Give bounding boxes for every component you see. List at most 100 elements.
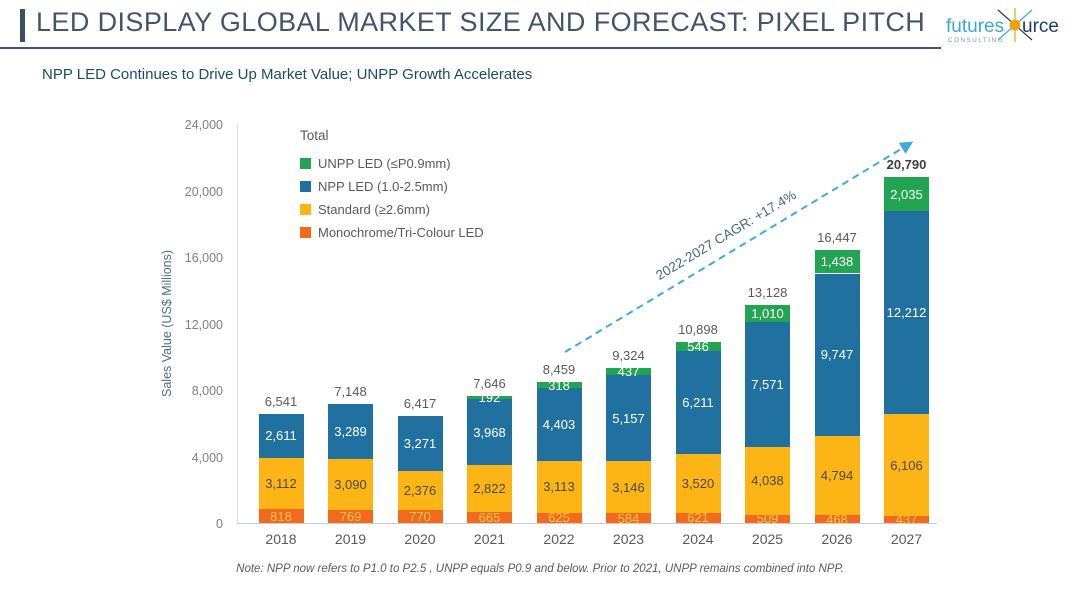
- bar-segment: 2,822: [467, 465, 512, 512]
- legend-swatch-standard: [300, 204, 311, 215]
- bar-segment: 7,571: [745, 321, 790, 448]
- bar-segment-value: 318: [548, 377, 570, 393]
- bar-segment: 3,146: [606, 461, 651, 514]
- bar-segment-value: 4,794: [820, 467, 854, 483]
- bar-segment: 6,211: [675, 350, 721, 455]
- x-axis-year-label: 2026: [821, 531, 853, 547]
- bar-segment: 9,747: [814, 273, 860, 436]
- bar-total-label: 10,898: [678, 321, 718, 337]
- bar-segment-value: 818: [270, 508, 292, 524]
- bar-segment: 3,090: [328, 458, 373, 511]
- legend-label-monochrome: Monochrome/Tri-Colour LED: [318, 225, 484, 240]
- y-axis-line: [237, 124, 238, 523]
- logo-sunburst-icon: [997, 8, 1033, 42]
- y-axis-tick-label: 20,000: [184, 184, 223, 199]
- bar-segment-value: 2,611: [265, 428, 297, 444]
- bar-segment-value: 9,747: [820, 347, 854, 363]
- legend-label-npp: NPP LED (1.0-2.5mm): [318, 179, 448, 194]
- x-axis-year-label: 2021: [473, 531, 506, 547]
- y-axis-tick-label: 4,000: [191, 450, 223, 465]
- bar-segment: 2,035: [884, 177, 929, 212]
- x-axis-labels: 2018 2019 2020 2021 2022 2023 2024 2025 2026 2027: [237, 531, 937, 551]
- legend-swatch-monochrome: [300, 227, 311, 238]
- x-axis-year-label: 2018: [265, 531, 297, 547]
- bar-total-label: 7,148: [334, 384, 367, 400]
- bar-segment-value: 192: [478, 389, 501, 405]
- bar-segment: 2,611: [258, 414, 304, 458]
- y-axis-tick-label: 8,000: [191, 384, 223, 398]
- bar-segment-value: 3,112: [265, 476, 297, 492]
- x-axis-line: [237, 523, 937, 524]
- logo-word-start: futures: [946, 16, 1004, 37]
- bar-segment: 770: [397, 509, 443, 525]
- bar-segment: 4,403: [536, 387, 582, 461]
- bar-segment-value: 1,010: [751, 305, 784, 321]
- bar-segment-value: 546: [687, 338, 709, 354]
- page-title: LED DISPLAY GLOBAL MARKET SIZE AND FOREC…: [36, 7, 926, 37]
- y-axis-ticks: 0 4,000 8,000 12,000 16,000 20,000 24,000: [165, 118, 229, 531]
- bar-segment-value: 5,157: [612, 410, 645, 426]
- legend-title: Total: [300, 128, 329, 143]
- y-axis-tick-label: 24,000: [184, 118, 223, 132]
- x-axis-year-label: 2023: [612, 531, 645, 547]
- bar-segment: 3,520: [675, 454, 721, 513]
- bar-segment-value: 4,403: [542, 416, 576, 432]
- page-subtitle: NPP LED Continues to Drive Up Market Val…: [42, 66, 533, 83]
- bar-segment-value: 6,106: [890, 457, 923, 473]
- bar-total-label: 16,447: [817, 229, 857, 245]
- bar-segment-value: 437: [617, 364, 640, 380]
- title-underline: [0, 47, 941, 49]
- y-axis-tick-label: 0: [216, 517, 223, 531]
- bar-segment-value: 4,038: [751, 473, 784, 489]
- bar-segment-value: 437: [895, 511, 918, 527]
- bar-segment-value: 3,146: [612, 479, 645, 495]
- bar-segment-value: 3,289: [334, 424, 367, 440]
- bar-segment: 318: [536, 379, 582, 392]
- bar-segment: 6,106: [884, 414, 929, 516]
- x-axis-year-label: 2027: [890, 531, 923, 547]
- legend-item-npp: NPP LED (1.0-2.5mm): [300, 175, 484, 198]
- bar-segment-value: 584: [617, 510, 640, 526]
- legend-item-unpp: UNPP LED (≤P0.9mm): [300, 152, 484, 175]
- bar-total-label: 13,128: [747, 284, 788, 300]
- title-accent-bar: [20, 9, 25, 42]
- legend-label-standard: Standard (≥2.6mm): [318, 202, 430, 217]
- bar-segment: 769: [328, 510, 373, 523]
- bar-segment: 546: [675, 338, 721, 354]
- legend-swatch-npp: [300, 181, 311, 192]
- bar-segment: 625: [536, 510, 582, 526]
- bar-segment: 192: [467, 391, 512, 404]
- bar-total-label: 7,646: [473, 375, 506, 391]
- bar-segment-value: 769: [339, 509, 362, 525]
- bar-segment: 3,113: [536, 460, 582, 513]
- bar-segment-value: 7,571: [751, 376, 784, 392]
- bar-segment: 665: [467, 509, 512, 525]
- bar-segment: 3,112: [258, 457, 304, 510]
- bar-segment-value: 6,211: [682, 395, 714, 411]
- bar-segment-value: 3,090: [334, 477, 367, 493]
- bar-segment-value: 509: [756, 511, 779, 527]
- footnote: Note: NPP now refers to P1.0 to P2.5 , U…: [236, 563, 844, 575]
- bar-segment-value: 3,271: [403, 436, 437, 452]
- x-axis-year-label: 2024: [682, 531, 714, 547]
- bar-segment: 3,289: [328, 404, 373, 459]
- y-axis-tick-label: 12,000: [184, 317, 223, 332]
- x-axis-year-label: 2020: [404, 531, 436, 547]
- bar-segment: 1,010: [745, 304, 790, 322]
- bar-total-label: 9,324: [612, 348, 645, 363]
- legend-label-unpp: UNPP LED (≤P0.9mm): [318, 156, 451, 171]
- y-axis-tick-label: 16,000: [184, 251, 223, 265]
- bar-segment: 818: [258, 508, 304, 524]
- bar-segment-value: 665: [478, 509, 501, 525]
- bar-total-label: 6,541: [264, 394, 298, 410]
- bar-total-label: 20,790: [886, 157, 927, 173]
- futuresource-logo: futures urce CONSULTING: [946, 8, 1059, 44]
- bar-segment-value: 770: [409, 509, 431, 525]
- bar-segment-value: 621: [687, 510, 709, 526]
- bar-segment-value: 2,822: [473, 481, 506, 496]
- logo-tagline: CONSULTING: [948, 37, 1004, 44]
- bar-segment-value: 625: [548, 510, 570, 526]
- bar-segment-value: 1,438: [820, 254, 854, 270]
- bar-segment-value: 3,113: [543, 479, 575, 495]
- bar-segment: 4,794: [814, 435, 860, 516]
